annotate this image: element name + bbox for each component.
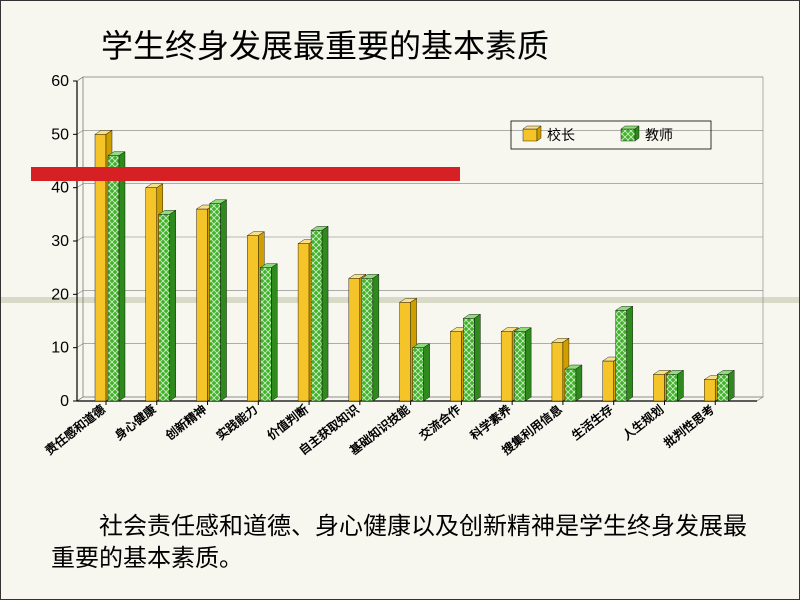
svg-text:20: 20 <box>51 286 69 303</box>
x-axis-label: 生活生存 <box>568 402 615 443</box>
bar-chart: 0102030405060责任感和道德身心健康创新精神实践能力价值判断自主获取知… <box>31 71 771 481</box>
svg-text:50: 50 <box>51 126 69 143</box>
x-axis-label: 创新精神 <box>162 402 210 444</box>
x-axis-label: 批判性思考 <box>661 402 718 451</box>
x-axis-label: 人生规划 <box>619 402 666 443</box>
svg-text:60: 60 <box>51 73 69 90</box>
svg-text:教师: 教师 <box>645 128 673 144</box>
svg-text:0: 0 <box>60 393 69 410</box>
x-axis-label: 交流合作 <box>416 402 463 443</box>
page-title: 学生终身发展最重要的基本素质 <box>101 21 549 67</box>
svg-text:10: 10 <box>51 340 69 357</box>
x-axis-label: 价值判断 <box>264 402 311 443</box>
svg-text:校长: 校长 <box>547 127 575 144</box>
svg-text:40: 40 <box>51 180 69 197</box>
x-axis-label: 科学素养 <box>467 402 514 443</box>
caption-text: 社会责任感和道德、身心健康以及创新精神是学生终身发展最重要的基本素质。 <box>51 511 759 576</box>
x-axis-label: 身心健康 <box>112 401 160 443</box>
svg-text:30: 30 <box>51 233 69 250</box>
red-highlight-bar <box>31 167 460 181</box>
x-axis-label: 责任感和道德 <box>42 402 108 458</box>
x-axis-label: 实践能力 <box>213 402 260 443</box>
chart-container: 0102030405060责任感和道德身心健康创新精神实践能力价值判断自主获取知… <box>31 71 771 481</box>
